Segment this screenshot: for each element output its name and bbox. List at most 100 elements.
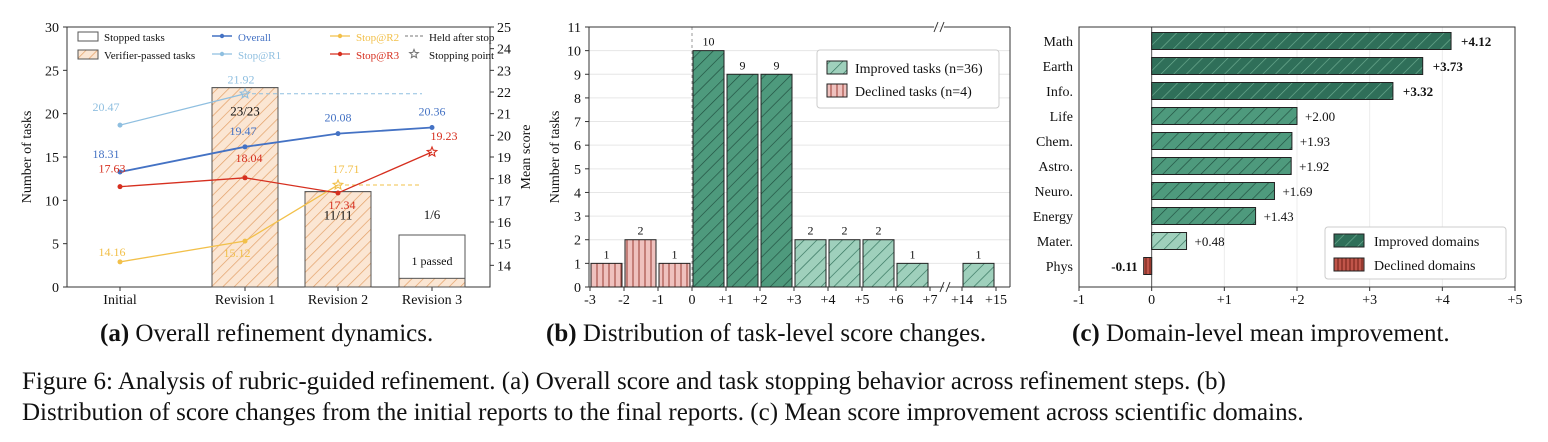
caption-a-text: Overall refinement dynamics. <box>135 320 434 347</box>
category-label-c: Math <box>1043 35 1073 50</box>
improved-bar <box>760 73 793 288</box>
series-point <box>242 238 248 244</box>
caption-b-label: (b) <box>546 320 577 347</box>
y2-axis-label-a: Mean score <box>519 125 534 190</box>
improved-bar <box>896 262 929 288</box>
bar-value-label-c: +3.73 <box>1433 59 1464 74</box>
legend-label: Declined domains <box>1374 259 1475 274</box>
y2-tick-label-a: 14 <box>497 259 511 274</box>
legend-swatch-improved <box>826 60 848 75</box>
y2-tick-label-a: 17 <box>497 194 511 209</box>
y-tick-label-a: 25 <box>45 64 59 79</box>
legend-swatch-improved-domains <box>1333 233 1365 248</box>
bar-count-label: 11/11 <box>324 208 353 223</box>
axis-break-mark <box>939 281 945 293</box>
y-tick-label-b: 3 <box>574 210 581 225</box>
y-tick-label-b: 4 <box>574 186 581 201</box>
legend-label: Improved tasks (n=36) <box>855 62 983 77</box>
caption-b: (b) Distribution of task-level score cha… <box>546 320 986 348</box>
x-tick-label-b: -3 <box>584 293 596 308</box>
y-axis-label-a: Number of tasks <box>20 111 35 204</box>
legend-marker <box>337 51 343 57</box>
series-value-label: 14.16 <box>99 245 126 259</box>
bar-value-label-c: +1.92 <box>1299 159 1329 174</box>
bar-value-label-c: +3.32 <box>1403 84 1433 99</box>
category-label-c: Energy <box>1033 210 1073 225</box>
bar-value-label-b: 2 <box>876 224 882 238</box>
legend-swatch-declined <box>826 83 848 98</box>
improved-bar <box>726 73 759 288</box>
axis-break-mark <box>933 21 939 33</box>
x-tick-label-c: 0 <box>1148 293 1155 308</box>
improved-domain-bar <box>1151 107 1298 125</box>
bar-value-label-b: 1 <box>604 247 610 261</box>
stopping-point-marker <box>331 178 345 191</box>
figure-caption-line-1: Figure 6: Analysis of rubric-guided refi… <box>22 368 1226 395</box>
figure-charts: 051015202530141516171819202122232425Init… <box>20 21 1522 308</box>
legend-swatch-declined-domains <box>1333 257 1365 272</box>
caption-b-text: Distribution of task-level score changes… <box>582 320 987 347</box>
series-point <box>429 125 435 131</box>
x-tick-label-a: Initial <box>103 293 137 308</box>
improved-domain-bar <box>1151 82 1394 100</box>
axis-break-mark <box>945 281 951 293</box>
y-tick-label-b: 2 <box>574 234 581 249</box>
y-tick-label-b: 9 <box>574 68 581 83</box>
caption-c-text: Domain-level mean improvement. <box>1106 320 1450 347</box>
category-label-c: Info. <box>1046 85 1073 100</box>
declined-domain-bar <box>1143 257 1153 275</box>
x-tick-label-c: -1 <box>1073 293 1085 308</box>
y-tick-label-a: 0 <box>52 281 59 296</box>
series-line-stop-r1 <box>119 93 246 126</box>
x-tick-label-b: +14 <box>951 293 973 308</box>
figure-caption: Figure 6: Analysis of rubric-guided refi… <box>22 366 1532 428</box>
y-tick-label-b: 10 <box>567 45 581 60</box>
improved-domain-bar <box>1151 207 1257 225</box>
y-tick-label-a: 30 <box>45 21 59 36</box>
legend-label: Declined tasks (n=4) <box>855 85 972 100</box>
y-tick-label-b: 8 <box>574 92 581 107</box>
y-tick-label-b: 5 <box>574 163 581 178</box>
y-tick-label-a: 15 <box>45 151 59 166</box>
y-tick-label-b: 7 <box>574 116 581 131</box>
improved-domain-bar <box>1151 232 1188 250</box>
y2-tick-label-a: 25 <box>497 21 511 36</box>
bar-value-label-c: +1.43 <box>1264 209 1294 224</box>
improved-bar <box>962 262 995 288</box>
improved-domain-bar <box>1151 132 1293 150</box>
x-tick-label-b: +4 <box>821 293 836 308</box>
series-point <box>242 175 248 181</box>
y-tick-label-b: 0 <box>574 281 581 296</box>
bar-value-label-c: +2.00 <box>1305 109 1335 124</box>
legend-label: Verifier-passed tasks <box>104 50 195 62</box>
legend-marker <box>219 33 225 39</box>
series-value-label: 20.08 <box>325 111 352 125</box>
declined-bar <box>658 262 691 288</box>
caption-a: (a) Overall refinement dynamics. <box>100 320 433 348</box>
y2-tick-label-a: 16 <box>497 216 511 231</box>
category-label-c: Earth <box>1043 60 1073 75</box>
x-tick-label-a: Revision 3 <box>402 293 462 308</box>
bar-value-label-b: 1 <box>672 247 678 261</box>
bar-count-label: 1/6 <box>424 207 441 222</box>
legend-marker <box>219 51 225 57</box>
category-label-c: Life <box>1050 110 1073 125</box>
stopping-point-marker <box>425 145 439 158</box>
bar-value-label-c: +0.48 <box>1195 234 1225 249</box>
bar-value-label-c: +4.12 <box>1461 34 1491 49</box>
x-tick-label-b: +15 <box>985 293 1007 308</box>
y2-tick-label-a: 22 <box>497 86 511 101</box>
bar-value-label-b: 1 <box>976 247 982 261</box>
legend-label: Stopped tasks <box>104 32 165 44</box>
legend-swatch-stopping-point <box>408 48 420 59</box>
bar-value-label-b: 2 <box>808 224 814 238</box>
y-tick-label-a: 5 <box>52 238 59 253</box>
y2-tick-label-a: 23 <box>497 64 511 79</box>
series-point <box>117 184 123 190</box>
x-tick-label-c: +4 <box>1435 293 1450 308</box>
y2-tick-label-a: 18 <box>497 173 511 188</box>
y-tick-label-b: 6 <box>574 139 581 154</box>
series-value-label: 19.47 <box>230 124 257 138</box>
y-tick-label-b: 11 <box>568 21 581 36</box>
